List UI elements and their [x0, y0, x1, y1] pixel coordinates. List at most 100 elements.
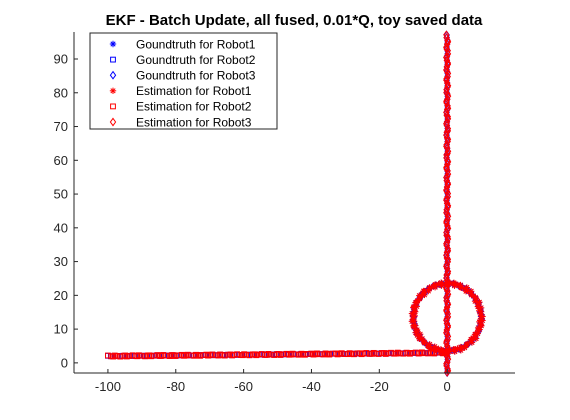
data-point	[267, 351, 274, 358]
data-point	[434, 349, 440, 356]
data-point	[369, 350, 376, 357]
legend-label: Estimation for Robot1	[136, 84, 252, 98]
legend-box	[89, 32, 278, 130]
data-point	[148, 353, 154, 360]
data-point	[381, 350, 388, 356]
data-point	[126, 353, 133, 359]
data-point	[263, 351, 270, 358]
data-point	[246, 352, 253, 359]
data-point	[421, 350, 428, 357]
data-point	[444, 159, 451, 169]
data-point	[275, 351, 282, 358]
data-point	[243, 351, 250, 358]
data-point	[417, 350, 424, 357]
y-tick-label: 90	[54, 52, 68, 67]
legend-label: Estimation for Robot3	[136, 115, 252, 129]
data-point	[239, 352, 246, 359]
x-tick-label: -20	[370, 379, 389, 394]
data-point	[338, 350, 345, 357]
y-tick-label: 80	[54, 85, 68, 100]
data-point	[292, 351, 299, 358]
plot-area	[105, 30, 486, 378]
data-point	[110, 353, 117, 360]
data-point	[444, 46, 451, 56]
series-estimation-for-robot2	[105, 349, 450, 360]
series-estimation-for-robot3	[443, 30, 452, 377]
x-tick-label: -80	[166, 379, 185, 394]
data-point	[138, 352, 145, 359]
data-point	[255, 351, 262, 358]
data-point	[443, 74, 450, 84]
data-point	[479, 317, 486, 324]
legend-label: Goundtruth for Robot3	[136, 69, 256, 83]
data-point	[444, 309, 451, 319]
data-point	[105, 352, 111, 359]
data-point	[443, 30, 450, 40]
data-point	[360, 350, 367, 357]
legend-marker	[109, 40, 117, 48]
data-point	[375, 351, 382, 357]
data-point	[450, 279, 458, 287]
data-point	[443, 302, 451, 312]
data-point	[215, 352, 222, 359]
data-point	[444, 178, 451, 188]
data-point	[326, 351, 333, 358]
data-point	[317, 351, 324, 358]
data-point	[234, 351, 240, 358]
data-point	[345, 351, 351, 358]
data-point	[304, 351, 311, 357]
data-point	[357, 350, 364, 357]
data-point	[444, 298, 451, 308]
data-point	[431, 350, 437, 357]
y-tick-label: 70	[54, 119, 68, 134]
data-point	[172, 353, 179, 359]
y-tick-label: 50	[54, 187, 68, 202]
x-tick-label: 0	[444, 379, 451, 394]
data-point	[314, 350, 320, 357]
data-point	[197, 352, 203, 359]
data-point	[384, 350, 391, 357]
y-tick-label: 60	[54, 153, 68, 168]
data-point	[363, 350, 370, 356]
y-tick-label: 10	[54, 322, 68, 337]
data-point	[231, 352, 237, 358]
data-point	[443, 194, 450, 204]
data-point	[203, 351, 210, 358]
data-point	[134, 353, 141, 360]
data-point	[175, 352, 182, 359]
data-point	[113, 352, 120, 359]
data-point	[301, 351, 308, 358]
data-point	[151, 352, 157, 359]
legend-marker	[109, 87, 117, 94]
data-point	[350, 351, 357, 358]
data-point	[372, 350, 379, 357]
legend-marker	[110, 56, 116, 63]
data-point	[163, 352, 170, 359]
data-point	[209, 351, 216, 358]
data-point	[218, 351, 225, 358]
data-point	[191, 352, 198, 359]
x-tick-label: -100	[95, 379, 121, 394]
data-point	[332, 350, 339, 357]
chart-title: EKF - Batch Update, all fused, 0.01*Q, t…	[106, 12, 483, 29]
legend: Goundtruth for Robot1 Goundtruth for Robo…	[89, 32, 278, 130]
data-point	[413, 298, 421, 306]
data-point	[221, 352, 228, 359]
data-point	[397, 350, 403, 357]
y-tick-label: 30	[54, 254, 68, 269]
data-point	[160, 352, 167, 358]
data-point	[227, 351, 234, 358]
data-point	[444, 58, 452, 68]
x-tick-label: -60	[234, 379, 253, 394]
data-point	[444, 81, 452, 91]
data-point	[444, 36, 451, 45]
axes: -100 -80 -60 -40 -20 0 0 10 20 30 40 50 60 70 80 90	[54, 32, 515, 394]
data-point	[444, 189, 452, 198]
data-point	[444, 331, 452, 341]
data-point	[289, 350, 296, 357]
data-point	[388, 349, 394, 356]
y-tick-label: 20	[54, 288, 68, 303]
data-point	[393, 350, 400, 357]
data-point	[122, 352, 129, 359]
